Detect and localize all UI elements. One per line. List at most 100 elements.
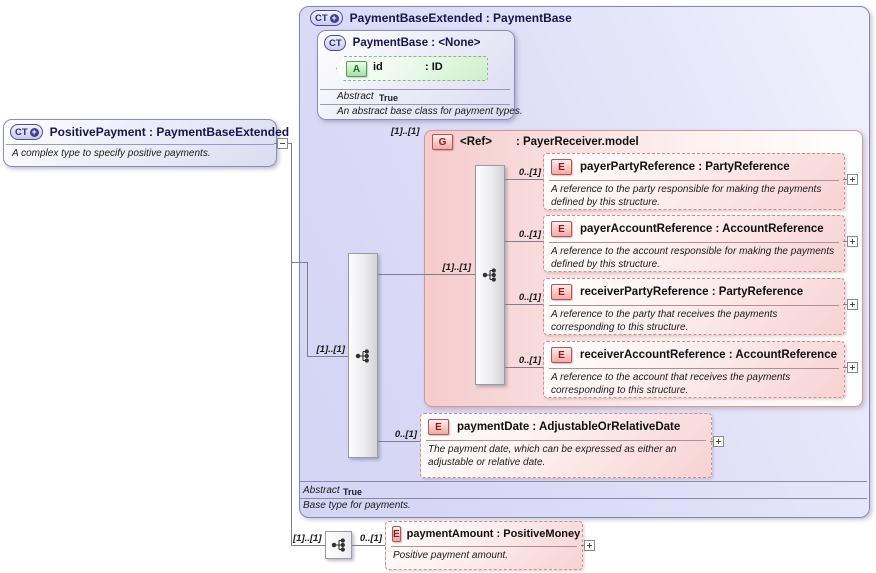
expand-icon[interactable] xyxy=(584,540,595,551)
connector-line xyxy=(291,143,292,546)
element-title: receiverPartyReference : PartyReference xyxy=(580,286,804,298)
element-header: E paymentDate : AdjustableOrRelativeDate xyxy=(421,414,711,440)
connector-line xyxy=(505,304,543,305)
complex-type-icon: CT xyxy=(324,35,346,51)
divider xyxy=(6,144,274,145)
expand-icon[interactable] xyxy=(847,299,858,310)
divider xyxy=(391,546,577,547)
element-header: E receiverAccountReference : AccountRefe… xyxy=(544,342,844,368)
paymentbaseextended-header: CT + PaymentBaseExtended : PaymentBase xyxy=(303,6,579,30)
cardinality-label: [1]..[1] xyxy=(316,344,346,355)
connector-line xyxy=(843,241,847,242)
positivepayment-description: A complex type to specify positive payme… xyxy=(12,148,211,159)
sequence-bar xyxy=(475,165,505,385)
plus-icon: + xyxy=(329,12,339,23)
complex-type-icon: CT + xyxy=(10,124,43,140)
connector-line xyxy=(378,274,475,275)
divider xyxy=(320,89,510,90)
paymentbase-header: CT PaymentBase : <None> xyxy=(318,31,514,55)
attribute-box-id[interactable]: A id : ID xyxy=(336,56,488,81)
element-payerpartyreference[interactable]: E payerPartyReference : PartyReference A… xyxy=(543,153,845,210)
element-payeraccountreference[interactable]: E payerAccountReference : AccountReferen… xyxy=(543,215,845,272)
positivepayment-header: CT + PositivePayment : PaymentBaseExtende… xyxy=(4,120,289,144)
group-icon: G xyxy=(432,134,453,150)
sequence-icon xyxy=(331,538,345,552)
element-icon: E xyxy=(551,221,572,237)
paymentbase-description: An abstract base class for payment types… xyxy=(337,106,523,117)
expand-icon[interactable] xyxy=(847,236,858,247)
divider xyxy=(549,180,839,181)
collapse-icon[interactable] xyxy=(277,138,288,149)
connector-line xyxy=(378,441,420,442)
element-title: receiverAccountReference : AccountRefere… xyxy=(579,349,837,361)
connector-line xyxy=(307,356,348,357)
element-icon: E xyxy=(428,419,449,435)
element-icon: E xyxy=(551,284,572,300)
paymentbase-title: PaymentBase : <None> xyxy=(352,37,481,49)
divider xyxy=(549,368,839,369)
positivepayment-title: PositivePayment : PaymentBaseExtended xyxy=(49,125,290,139)
complex-type-box-paymentbase[interactable]: CT PaymentBase : <None> A id : ID Abstra… xyxy=(317,30,523,120)
cardinality-label: [1]..[1] xyxy=(442,262,472,273)
group-type: : PayerReceiver.model xyxy=(515,136,639,148)
element-title: payerAccountReference : AccountReference xyxy=(580,223,824,235)
connector-line xyxy=(843,179,847,180)
divider xyxy=(300,498,867,499)
element-description: A reference to the party that receives t… xyxy=(551,309,778,333)
sequence-icon xyxy=(355,348,369,363)
connector-line xyxy=(581,545,584,546)
divider xyxy=(549,242,839,243)
cardinality-label: 0..[1] xyxy=(518,229,541,240)
attribute-type: : ID xyxy=(425,61,443,73)
element-description: A reference to the account that receives… xyxy=(551,372,791,396)
connector-line xyxy=(274,143,277,144)
group-name: <Ref> xyxy=(460,136,492,148)
divider xyxy=(320,104,510,105)
cardinality-label: 0..[1] xyxy=(394,429,417,440)
element-title: paymentAmount : PositiveMoney xyxy=(406,528,581,540)
connector-line xyxy=(291,262,308,263)
element-header: E receiverPartyReference : PartyReferenc… xyxy=(544,279,844,305)
element-header: E paymentAmount : PositiveMoney xyxy=(386,522,582,546)
element-title: payerPartyReference : PartyReference xyxy=(580,161,790,173)
element-header: E payerAccountReference : AccountReferen… xyxy=(544,216,844,242)
element-paymentamount[interactable]: E paymentAmount : PositiveMoney Positive… xyxy=(385,521,583,570)
paymentbaseextended-description: Base type for payments. xyxy=(303,500,411,511)
connector-line xyxy=(288,143,292,144)
element-description: A reference to the party responsible for… xyxy=(551,184,822,208)
complex-type-box-positivepayment[interactable]: CT + PositivePayment : PaymentBaseExtende… xyxy=(3,119,289,167)
element-receiverpartyreference[interactable]: E receiverPartyReference : PartyReferenc… xyxy=(543,278,845,335)
abstract-label: Abstract xyxy=(303,485,340,496)
divider xyxy=(426,440,706,441)
cardinality-label: [1]..[1] xyxy=(391,126,420,137)
connector-line xyxy=(505,179,543,180)
abstract-label: Abstract xyxy=(337,91,374,102)
element-description: The payment date, which can be expressed… xyxy=(428,444,677,468)
plus-icon: + xyxy=(29,126,39,137)
abstract-value: True xyxy=(379,93,399,103)
expand-icon[interactable] xyxy=(847,174,858,185)
connector-line xyxy=(843,304,847,305)
connector-line xyxy=(307,262,308,357)
cardinality-label: 0..[1] xyxy=(518,355,541,366)
divider xyxy=(549,305,839,306)
cardinality-label: 0..[1] xyxy=(518,167,541,178)
expand-icon[interactable] xyxy=(847,362,858,373)
divider xyxy=(300,481,867,482)
expand-icon[interactable] xyxy=(713,436,724,447)
sequence-bar xyxy=(348,253,378,458)
complex-type-icon: CT + xyxy=(310,10,343,26)
connector-line xyxy=(710,441,713,442)
connector-line xyxy=(291,545,325,546)
element-header: E payerPartyReference : PartyReference xyxy=(544,154,844,180)
element-icon: E xyxy=(392,526,401,542)
element-paymentdate[interactable]: E paymentDate : AdjustableOrRelativeDate… xyxy=(420,413,712,478)
sequence-icon xyxy=(482,268,496,282)
element-icon: E xyxy=(551,347,572,363)
element-title: paymentDate : AdjustableOrRelativeDate xyxy=(457,421,681,433)
element-receiveraccountreference[interactable]: E receiverAccountReference : AccountRefe… xyxy=(543,341,845,398)
cardinality-label: 0..[1] xyxy=(359,533,382,544)
connector-line xyxy=(352,545,385,546)
group-header: G <Ref> : PayerReceiver.model xyxy=(428,130,643,154)
